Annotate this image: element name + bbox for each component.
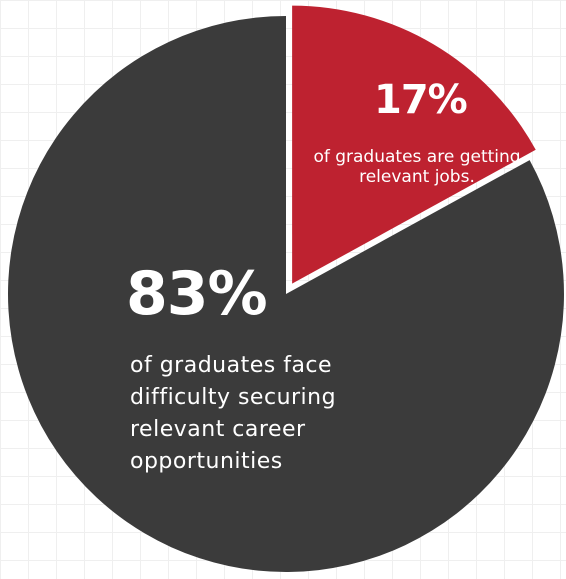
pie-slice-1 [7,16,564,572]
slice-minor-description: of graduates are getting relevant jobs. [313,147,521,187]
slice-major-percentage: 83% [126,259,268,329]
slice-major-description: of graduates face difficulty securing re… [130,353,337,474]
slice-minor-percentage: 17% [374,77,468,123]
pie-slice-0 [292,5,536,284]
